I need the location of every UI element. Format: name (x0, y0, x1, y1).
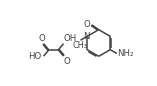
Text: N: N (84, 32, 90, 41)
Text: CH₃: CH₃ (73, 41, 88, 50)
Text: NH₂: NH₂ (117, 49, 134, 58)
Text: O: O (39, 34, 45, 43)
Text: HO: HO (28, 52, 41, 61)
Text: O: O (64, 57, 71, 66)
Text: OH: OH (64, 34, 77, 43)
Text: O: O (84, 20, 90, 29)
